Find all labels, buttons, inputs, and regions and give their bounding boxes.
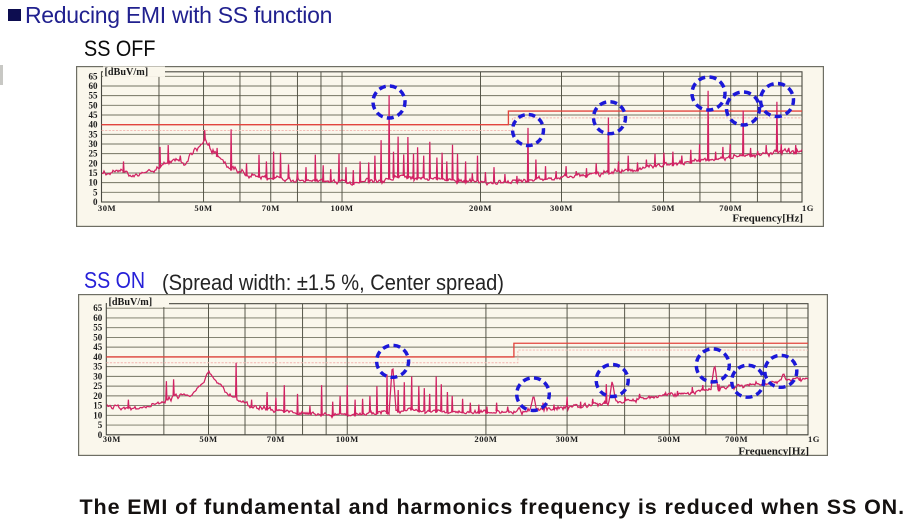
svg-text:60: 60 <box>89 81 99 91</box>
svg-text:15: 15 <box>89 168 99 178</box>
svg-text:1G: 1G <box>802 203 814 213</box>
svg-text:100M: 100M <box>336 434 359 444</box>
svg-text:300M: 300M <box>556 434 579 444</box>
svg-text:Frequency[Hz]: Frequency[Hz] <box>732 213 803 225</box>
svg-text:[dBuV/m]: [dBuV/m] <box>109 297 153 308</box>
svg-text:10: 10 <box>89 178 99 188</box>
svg-text:55: 55 <box>89 91 99 101</box>
svg-text:300M: 300M <box>550 203 573 213</box>
svg-text:50: 50 <box>93 332 103 342</box>
svg-text:40: 40 <box>93 352 103 362</box>
svg-text:50M: 50M <box>194 203 212 213</box>
svg-text:55: 55 <box>93 323 103 333</box>
svg-text:50M: 50M <box>199 434 217 444</box>
svg-text:65: 65 <box>89 71 99 81</box>
svg-text:30: 30 <box>89 139 99 149</box>
svg-text:Frequency[Hz]: Frequency[Hz] <box>738 446 809 457</box>
svg-text:30: 30 <box>93 371 103 381</box>
svg-text:100M: 100M <box>330 203 353 213</box>
svg-text:[dBuV/m]: [dBuV/m] <box>105 67 149 78</box>
svg-text:200M: 200M <box>469 203 492 213</box>
svg-text:60: 60 <box>93 313 103 323</box>
svg-text:35: 35 <box>93 362 103 372</box>
svg-text:35: 35 <box>89 129 99 139</box>
svg-text:25: 25 <box>89 149 99 159</box>
svg-text:5: 5 <box>98 420 103 430</box>
svg-text:40: 40 <box>89 120 99 130</box>
svg-text:45: 45 <box>93 342 103 352</box>
svg-text:500M: 500M <box>658 434 681 444</box>
svg-text:200M: 200M <box>474 434 497 444</box>
svg-text:700M: 700M <box>719 203 742 213</box>
svg-text:70M: 70M <box>262 203 280 213</box>
svg-text:30M: 30M <box>103 434 121 444</box>
svg-text:700M: 700M <box>725 434 748 444</box>
svg-text:0: 0 <box>98 430 103 440</box>
svg-text:15: 15 <box>93 401 103 411</box>
svg-text:65: 65 <box>93 303 103 313</box>
svg-text:50: 50 <box>89 100 99 110</box>
svg-text:20: 20 <box>89 158 99 168</box>
svg-text:30M: 30M <box>98 203 116 213</box>
svg-text:5: 5 <box>93 187 98 197</box>
svg-text:25: 25 <box>93 381 103 391</box>
svg-text:70M: 70M <box>267 434 285 444</box>
svg-text:0: 0 <box>93 197 98 207</box>
svg-text:10: 10 <box>93 410 103 420</box>
svg-text:20: 20 <box>93 391 103 401</box>
svg-text:1G: 1G <box>808 434 820 444</box>
svg-text:45: 45 <box>89 110 99 120</box>
svg-text:500M: 500M <box>652 203 675 213</box>
